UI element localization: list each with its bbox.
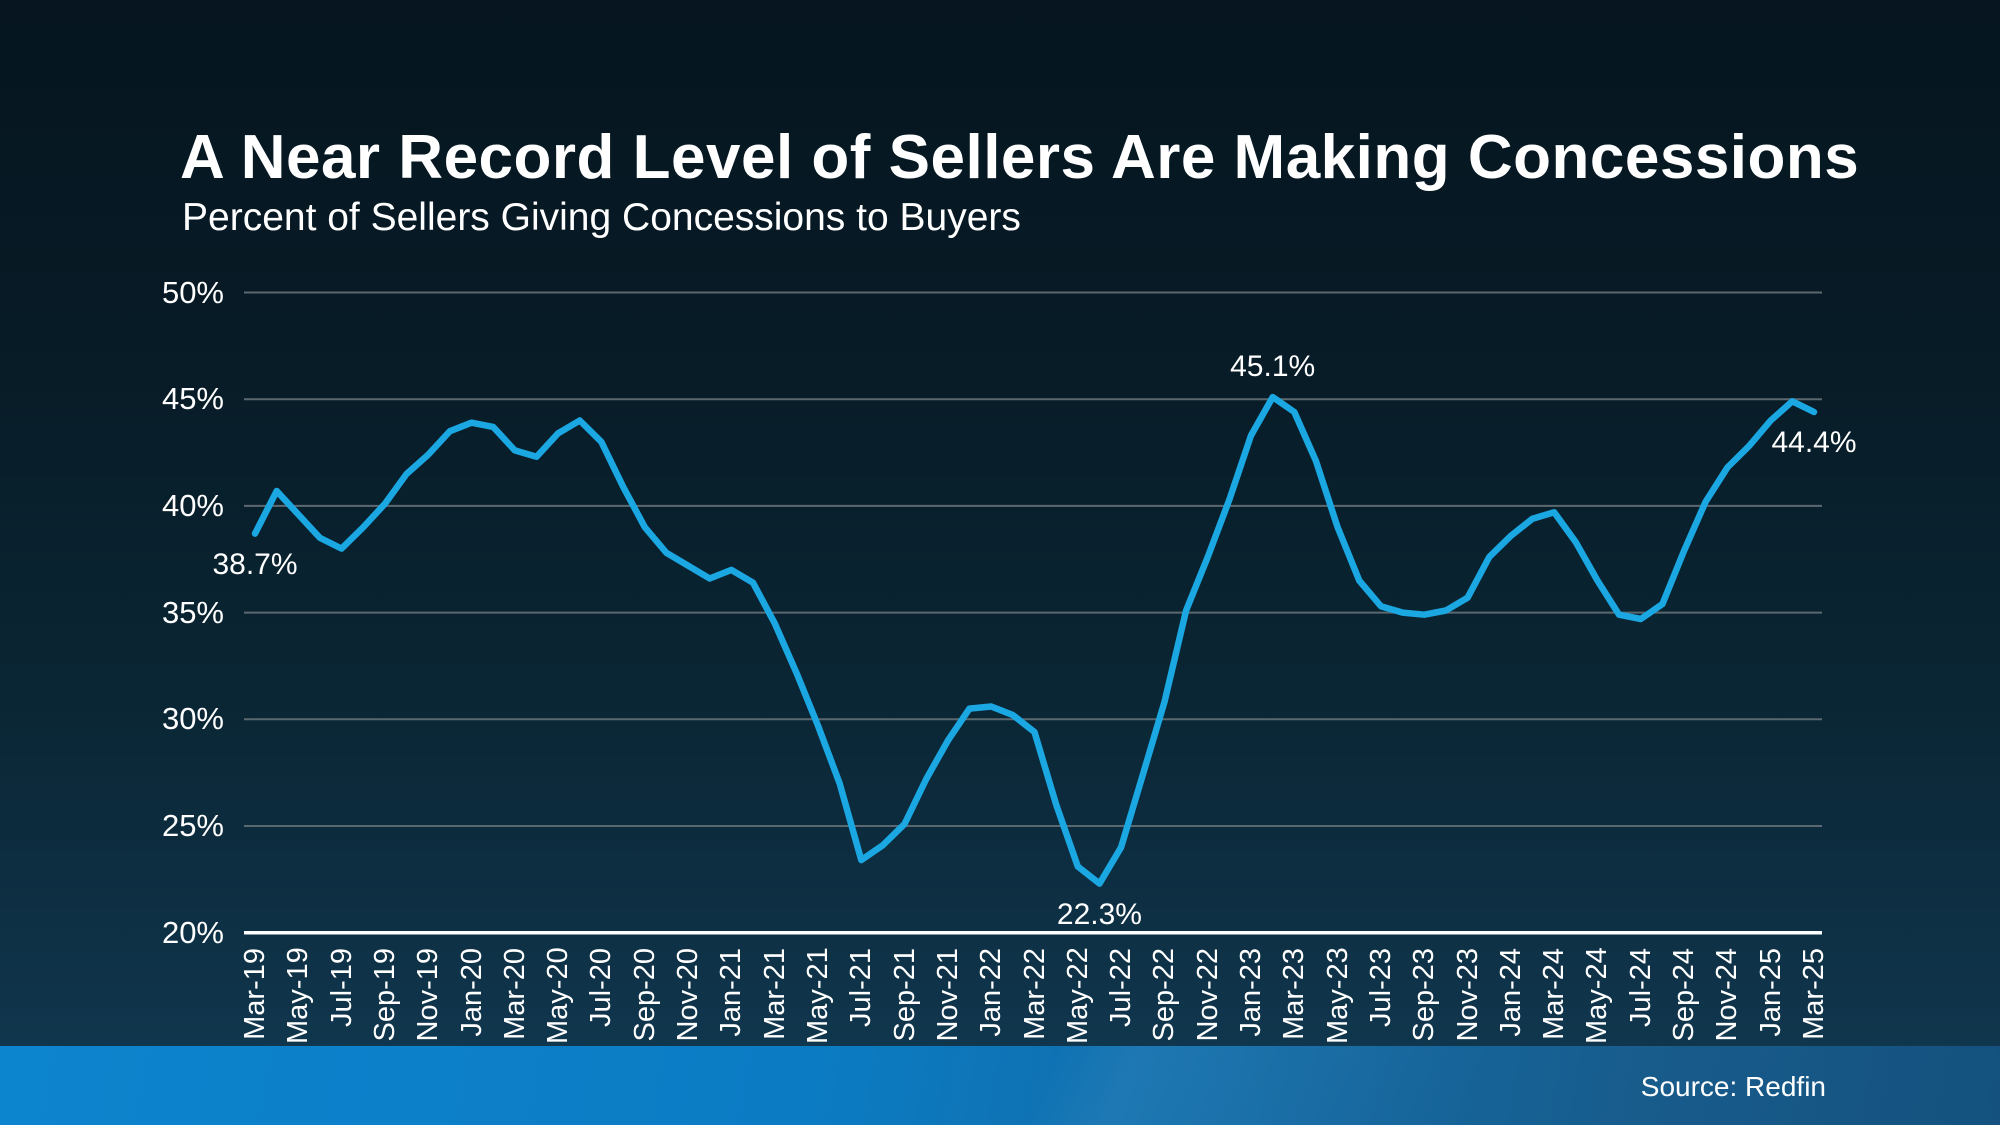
x-tick-Jan-20: Jan-20 [455,948,488,1037]
y-tick-25%: 25% [161,808,224,843]
x-tick-Jul-23: Jul-23 [1364,948,1397,1027]
y-tick-45%: 45% [161,381,224,417]
x-tick-Jul-24: Jul-24 [1624,948,1657,1027]
value-label-Feb-23: 45.1% [1230,350,1316,384]
x-tick-Mar-19: Mar-19 [239,948,271,1040]
footer-bar [0,1046,2000,1125]
x-tick-Jul-19: Jul-19 [325,948,358,1027]
x-tick-Jul-22: Jul-22 [1105,948,1138,1027]
x-tick-Nov-22: Nov-22 [1191,948,1224,1042]
x-tick-Jan-23: Jan-23 [1235,948,1268,1037]
source-credit: Source: Redfin [1640,1071,1826,1102]
y-tick-40%: 40% [161,487,224,523]
chart-subtitle: Percent of Sellers Giving Concessions to… [182,196,1021,240]
x-tick-Sep-19: Sep-19 [368,948,401,1042]
x-tick-Mar-22: Mar-22 [1018,948,1051,1040]
x-tick-Jan-22: Jan-22 [975,948,1008,1037]
y-tick-30%: 30% [161,701,224,737]
x-tick-Jan-25: Jan-25 [1754,948,1787,1037]
chart-title: A Near Record Level of Sellers Are Makin… [180,122,1860,192]
x-tick-May-22: May-22 [1061,947,1094,1044]
concessions-line [251,393,1818,887]
x-tick-Sep-22: Sep-22 [1148,948,1181,1042]
x-tick-Mar-24: Mar-24 [1538,948,1571,1040]
x-tick-May-24: May-24 [1581,947,1614,1044]
x-tick-May-21: May-21 [801,947,834,1044]
x-tick-Nov-20: Nov-20 [672,948,705,1042]
y-tick-50%: 50% [161,274,224,310]
x-tick-Sep-20: Sep-20 [628,948,661,1042]
x-tick-Mar-25: Mar-25 [1798,948,1830,1040]
x-tick-Jan-24: Jan-24 [1494,948,1527,1037]
x-tick-Sep-24: Sep-24 [1668,948,1701,1042]
x-tick-Jan-21: Jan-21 [715,948,748,1037]
x-tick-Sep-21: Sep-21 [888,948,921,1042]
x-tick-May-23: May-23 [1321,947,1354,1044]
x-tick-Mar-20: Mar-20 [498,948,531,1040]
x-tick-Jul-21: Jul-21 [845,948,878,1027]
x-tick-Mar-21: Mar-21 [758,948,791,1040]
x-tick-Nov-24: Nov-24 [1711,948,1744,1042]
x-tick-Jul-20: Jul-20 [585,948,618,1027]
x-tick-Nov-21: Nov-21 [931,948,964,1042]
y-tick-20%: 20% [161,914,224,950]
x-tick-Nov-19: Nov-19 [412,948,445,1042]
x-tick-May-19: May-19 [282,947,315,1044]
x-tick-May-20: May-20 [542,947,575,1044]
x-tick-Mar-23: Mar-23 [1278,948,1311,1040]
x-tick-Nov-23: Nov-23 [1451,948,1484,1042]
y-tick-35%: 35% [161,594,224,630]
value-label-Jun-22: 22.3% [1056,897,1142,931]
value-label-Mar-19: 38.7% [212,547,298,581]
value-label-Mar-25: 44.4% [1771,426,1857,459]
x-tick-Sep-23: Sep-23 [1408,948,1441,1042]
